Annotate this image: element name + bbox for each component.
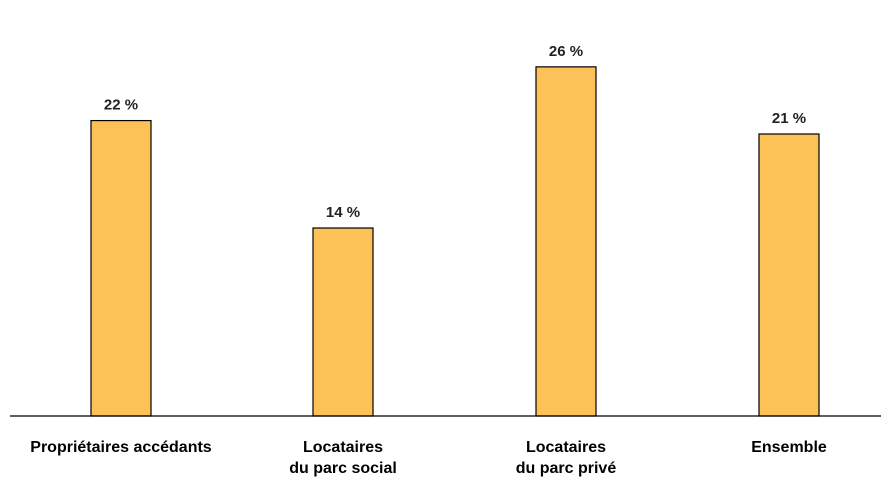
bars-group <box>90 66 820 417</box>
value-labels-group: 22 % 14 % 26 % 21 % <box>104 43 806 221</box>
value-label-4: 21 % <box>772 110 806 127</box>
category-label-2-line-2: du parc social <box>289 460 397 477</box>
category-label-1-line-1: Propriétaires accédants <box>30 439 212 456</box>
bar-4 <box>758 133 820 417</box>
category-label-3-line-2: du parc privé <box>516 460 617 477</box>
bar-2 <box>312 227 374 417</box>
value-label-2: 14 % <box>326 204 360 221</box>
value-label-3: 26 % <box>549 43 583 60</box>
category-labels-group: Propriétaires accédants Locataires du parc… <box>30 439 827 477</box>
category-label-4-line-1: Ensemble <box>751 439 827 456</box>
category-label-2-line-1: Locataires <box>303 439 383 456</box>
value-label-1: 22 % <box>104 97 138 114</box>
bar-1 <box>90 119 152 417</box>
bar-3 <box>535 66 597 417</box>
category-label-3-line-1: Locataires <box>526 439 606 456</box>
